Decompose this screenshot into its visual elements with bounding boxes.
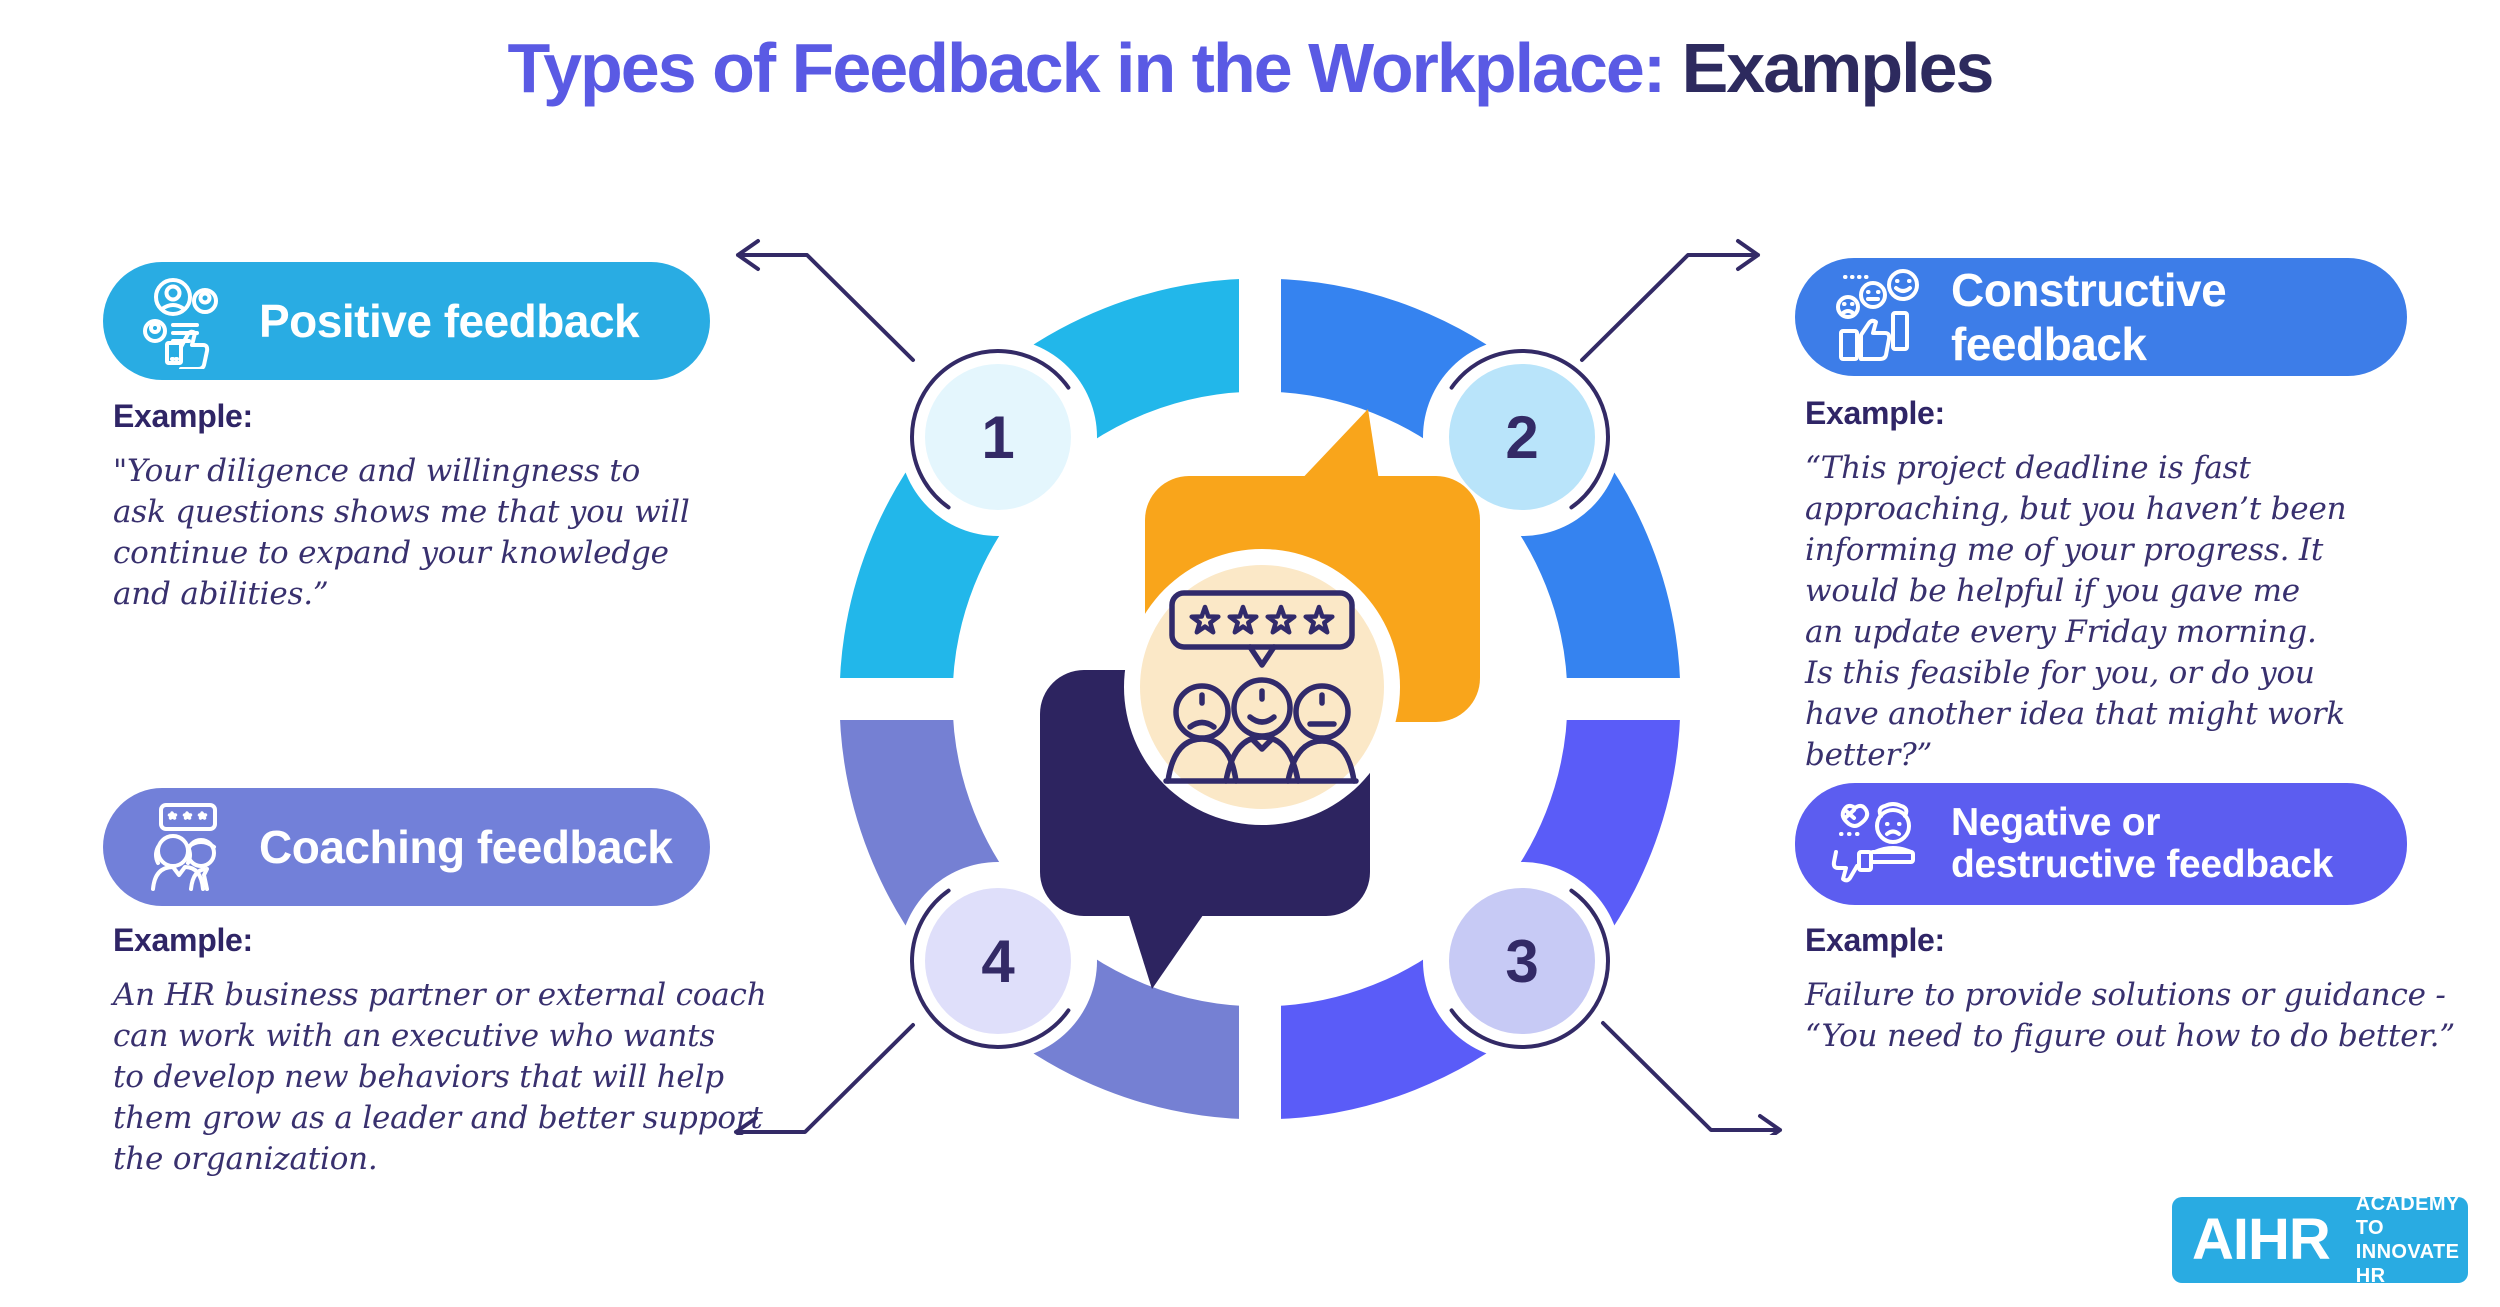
positive-feedback-label: Positive feedback — [259, 295, 640, 347]
step-number-4: 4 — [981, 928, 1015, 995]
coaching-feedback-icon — [139, 799, 235, 895]
step-number-3: 3 — [1505, 928, 1538, 995]
coaching-example: Example: An HR business partner or exter… — [113, 922, 773, 1180]
arrow-to-negative — [1601, 1021, 1782, 1135]
aihr-logo-wordmark: AIHR — [2192, 1207, 2331, 1272]
step-circles: 1 2 3 4 — [910, 349, 1610, 1049]
customer-review-icon — [1163, 590, 1359, 784]
negative-feedback-icon — [1831, 796, 1927, 892]
center-circle — [1140, 565, 1384, 809]
page-title-main: Types of Feedback in the Workplace: — [507, 29, 1667, 107]
step-circle-4 — [925, 888, 1071, 1034]
negative-example-heading: Example: — [1805, 922, 1945, 958]
step-number-2: 2 — [1505, 404, 1538, 471]
positive-feedback-icon — [139, 273, 235, 369]
aihr-logo-tagline: ACADEMY TO INNOVATE HR — [2355, 1193, 2460, 1287]
step-number-1: 1 — [981, 404, 1014, 471]
constructive-example-text: “This project deadline is fast approachi… — [1805, 450, 2347, 773]
step-circle-1-outline — [910, 349, 1071, 510]
arrow-to-coaching — [734, 1023, 915, 1135]
arrow-to-constructive — [1580, 239, 1760, 362]
constructive-feedback-label: Constructive feedback — [1951, 264, 2227, 370]
center-illustration — [1040, 409, 1480, 989]
arrow-to-positive — [736, 239, 915, 362]
step-circle-2 — [1449, 364, 1595, 510]
page-title-highlight: Examples — [1664, 29, 1995, 107]
feedback-cycle-diagram: 1 2 3 4 — [734, 239, 1782, 1135]
step-circle-3 — [1449, 888, 1595, 1034]
positive-example: Example: "Your diligence and willingness… — [113, 398, 753, 615]
constructive-feedback-pill: Constructive feedback — [1795, 258, 2407, 376]
step-circle-1 — [925, 364, 1071, 510]
constructive-feedback-icon — [1831, 269, 1927, 365]
step-circle-4-outline — [910, 888, 1071, 1049]
coaching-feedback-pill: Coaching feedback — [103, 788, 710, 906]
negative-example-text: Failure to provide solutions or guidance… — [1805, 977, 2455, 1054]
constructive-example: Example: “This project deadline is fast … — [1805, 395, 2465, 776]
aihr-logo: AIHR ACADEMY TO INNOVATE HR — [2172, 1193, 2468, 1287]
negative-feedback-pill: Negative or destructive feedback — [1795, 783, 2407, 905]
step-circle-2-outline — [1449, 349, 1610, 510]
page-title: Types of Feedback in the Workplace: Exam… — [0, 28, 2500, 108]
coaching-feedback-label: Coaching feedback — [259, 821, 673, 873]
negative-example: Example: Failure to provide solutions or… — [1805, 922, 2485, 1057]
coaching-example-text: An HR business partner or external coach… — [113, 977, 767, 1177]
step-circle-3-outline — [1449, 888, 1610, 1049]
constructive-example-heading: Example: — [1805, 395, 1945, 431]
negative-feedback-label: Negative or destructive feedback — [1951, 800, 2334, 886]
positive-feedback-pill: Positive feedback — [103, 262, 710, 380]
coaching-example-heading: Example: — [113, 922, 253, 958]
positive-example-text: "Your diligence and willingness to ask q… — [113, 453, 690, 612]
positive-example-heading: Example: — [113, 398, 253, 434]
